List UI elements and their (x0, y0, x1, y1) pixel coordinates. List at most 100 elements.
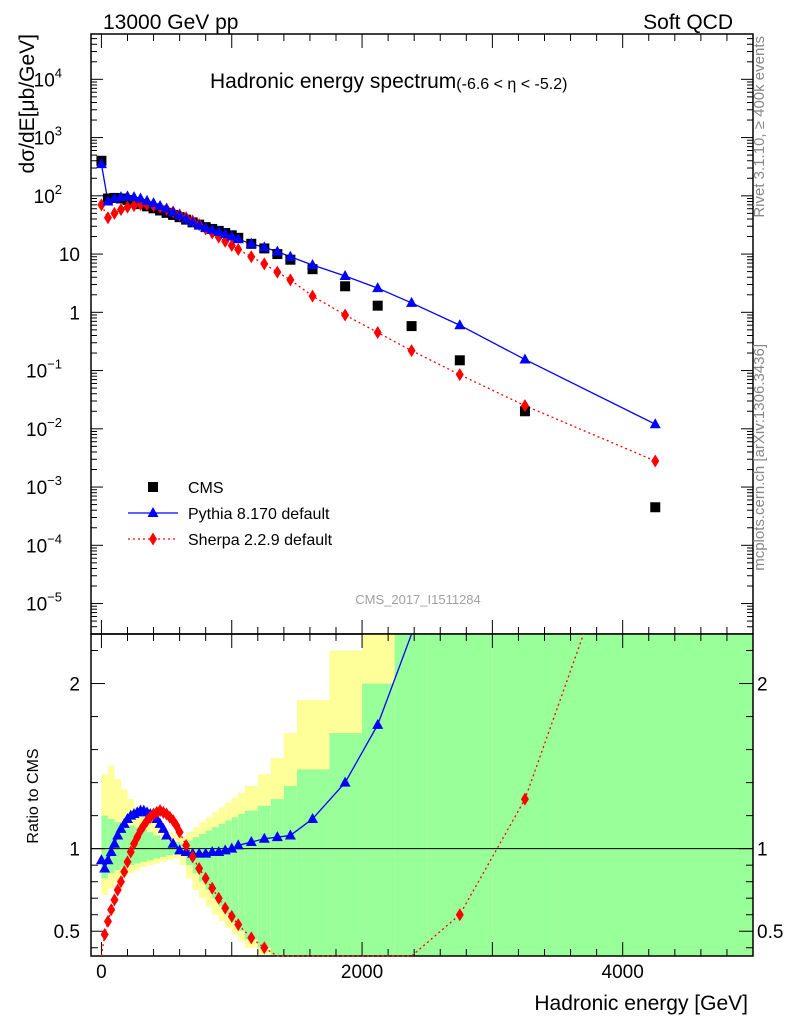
energy-label: 13000 GeV pp (103, 11, 238, 34)
data-point-triangle (200, 222, 212, 233)
pythia-line (100, 164, 656, 425)
y-tick-label-exponent: −5 (47, 590, 62, 605)
data-point-triangle (213, 225, 225, 236)
x-tick-label: 0 (96, 962, 107, 983)
inner-band-bin (166, 840, 174, 856)
data-point-diamond (100, 928, 109, 942)
data-point-diamond (110, 893, 119, 907)
data-point-triangle (157, 822, 169, 833)
data-point-diamond (520, 792, 529, 806)
data-point-diamond (116, 203, 125, 217)
y-tick-label-base: 10 (59, 245, 80, 266)
data-point-diamond (273, 265, 282, 279)
data-point-triangle (99, 862, 111, 873)
data-point-diamond (247, 250, 256, 264)
y-tick-label-exponent: −4 (47, 531, 62, 546)
data-point-diamond (234, 918, 243, 932)
data-point-triangle (232, 839, 244, 850)
data-point-triangle (219, 228, 231, 239)
legend: CMS Pythia 8.170 default Sherpa 2.2.9 defa… (128, 480, 333, 549)
y-tick-label: 10−3 (26, 473, 62, 499)
x-tick-label: 2000 (341, 962, 383, 983)
data-point-square (148, 482, 158, 492)
ratio-y-axis-label: Ratio to CMS (25, 748, 42, 843)
inner-band-bin (225, 820, 232, 915)
data-point-diamond (113, 883, 122, 897)
data-point-diamond (126, 845, 135, 859)
data-point-triangle (147, 507, 159, 517)
ratio-y-tick-label: 1 (69, 840, 80, 861)
y-tick-label-exponent: −3 (47, 473, 62, 488)
y-tick-label-base: 10 (34, 70, 55, 91)
x-tick-label: 4000 (602, 962, 644, 983)
data-point-diamond (103, 211, 112, 225)
data-point-triangle (154, 199, 166, 210)
process-label: Soft QCD (643, 11, 733, 34)
ratio-uncertainty-bands (101, 634, 753, 956)
inner-band-bin (101, 815, 108, 879)
data-point-square (406, 321, 417, 332)
data-point-diamond (123, 855, 132, 869)
data-point-triangle (226, 230, 238, 241)
data-point-triangle (232, 233, 244, 244)
y-tick-label: 10 (59, 245, 80, 266)
data-point-triangle (187, 216, 199, 227)
inner-band-bin (557, 634, 753, 956)
data-point-triangle (102, 195, 114, 206)
data-point-triangle (245, 237, 257, 248)
data-point-triangle (284, 250, 296, 261)
data-point-diamond (341, 308, 350, 322)
data-point-triangle (148, 197, 160, 208)
data-point-triangle (372, 282, 384, 293)
y-tick-label-exponent: −2 (47, 415, 62, 430)
data-point-triangle (519, 353, 531, 364)
inner-band-bin (244, 810, 258, 940)
data-point-triangle (307, 812, 319, 823)
data-point-triangle (167, 206, 179, 217)
y-tick-label: 10−5 (26, 590, 62, 616)
data-point-diamond (120, 865, 129, 879)
data-point-triangle (271, 245, 283, 256)
data-point-triangle (102, 854, 114, 865)
ratio-frame (90, 633, 754, 957)
data-point-diamond (201, 871, 210, 885)
data-point-diamond (195, 861, 204, 875)
data-point-triangle (206, 223, 218, 234)
inner-band-bin (270, 799, 284, 956)
data-point-diamond (651, 454, 660, 468)
inner-band-bin (394, 634, 428, 956)
data-point-diamond (116, 875, 125, 889)
data-point-diamond (208, 881, 217, 895)
inner-band-bin (212, 827, 219, 899)
y-tick-label-exponent: −1 (47, 357, 62, 372)
data-point-triangle (339, 270, 351, 281)
data-point-diamond (234, 242, 243, 256)
y-tick-label-base: 10 (26, 362, 47, 383)
y-tick-label-exponent: 3 (55, 124, 62, 139)
data-point-triangle (406, 296, 418, 307)
data-point-triangle (167, 837, 179, 848)
ratio-y-tick-label: 0.5 (54, 922, 80, 943)
data-point-diamond (221, 901, 230, 915)
data-point-triangle (95, 158, 107, 169)
data-point-triangle (454, 319, 466, 330)
data-point-diamond (214, 891, 223, 905)
data-point-diamond (221, 234, 230, 248)
data-point-triangle (161, 829, 173, 840)
inner-band-bin (199, 833, 206, 882)
data-point-triangle (161, 202, 173, 213)
data-point-diamond (308, 289, 317, 303)
data-point-diamond (260, 257, 269, 271)
inner-band-bin (160, 838, 167, 857)
inner-band-bin (238, 813, 245, 932)
y-tick-label: 102 (34, 182, 62, 208)
data-point-triangle (121, 190, 133, 201)
analysis-id-watermark: CMS_2017_I1511284 (355, 592, 481, 607)
data-point-triangle (174, 209, 186, 220)
inner-band-bin (127, 825, 135, 866)
data-point-triangle (128, 191, 140, 202)
data-point-triangle (258, 832, 270, 843)
main-data-marks (95, 155, 661, 513)
data-point-diamond (455, 908, 464, 922)
